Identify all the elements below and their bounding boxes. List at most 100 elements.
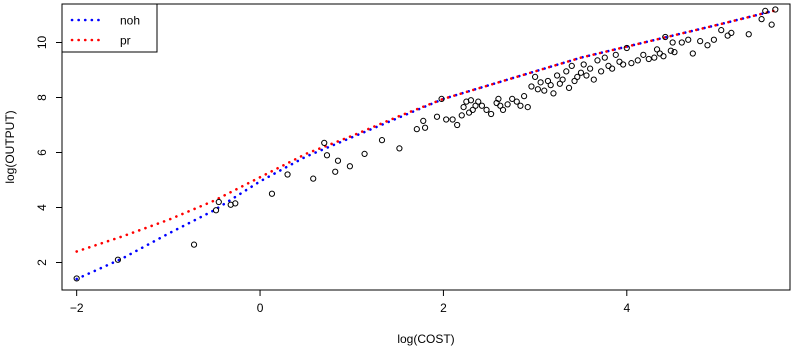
data-point	[332, 168, 339, 175]
y-tick-label: 10	[35, 36, 49, 50]
data-point	[521, 93, 528, 100]
data-point	[497, 102, 504, 109]
data-point	[605, 62, 612, 69]
data-point	[612, 51, 619, 58]
data-point	[571, 77, 578, 85]
series-line-noh	[75, 9, 775, 281]
data-point	[232, 200, 239, 207]
legend-label-pr: pr	[120, 34, 131, 48]
data-point	[310, 175, 317, 182]
data-point	[361, 150, 368, 157]
data-point	[420, 117, 427, 124]
x-tick-label: 2	[440, 301, 447, 315]
data-point	[469, 106, 476, 113]
data-point	[628, 60, 635, 67]
data-point	[594, 57, 601, 64]
data-point	[421, 124, 429, 131]
data-point	[513, 98, 520, 105]
data-point	[768, 21, 775, 28]
data-point	[499, 106, 507, 113]
y-tick-label: 2	[35, 259, 49, 266]
data-point	[467, 97, 475, 104]
data-point	[758, 16, 765, 23]
x-tick-label: 0	[257, 301, 264, 315]
data-point	[478, 102, 486, 109]
data-point	[534, 86, 541, 93]
data-point	[541, 87, 548, 94]
data-point	[559, 76, 566, 83]
y-axis-label: log(OUTPUT)	[3, 110, 17, 183]
y-tick-label: 8	[35, 94, 49, 101]
data-point	[433, 113, 441, 120]
data-point	[656, 50, 663, 57]
plot-frame	[61, 3, 791, 291]
data-point	[488, 110, 495, 118]
series-line-pr	[75, 9, 775, 253]
data-point	[563, 68, 570, 75]
data-point	[212, 207, 220, 214]
data-point	[634, 57, 641, 64]
data-point	[577, 69, 585, 76]
data-point	[472, 102, 479, 109]
data-point	[697, 38, 704, 45]
data-point	[745, 31, 752, 38]
legend-box	[61, 3, 158, 53]
data-point	[772, 6, 779, 13]
data-point	[190, 241, 198, 248]
data-point	[284, 171, 291, 178]
data-point	[669, 39, 676, 46]
data-point	[718, 27, 725, 34]
data-point	[413, 126, 420, 133]
data-point	[509, 95, 516, 102]
data-point	[532, 73, 539, 80]
y-tick-label: 4	[35, 204, 49, 211]
axes-layer: −2 0 2 4 2 4 6 8 10	[35, 36, 630, 315]
data-point	[483, 106, 490, 113]
x-axis-label: log(COST)	[397, 332, 454, 346]
data-point	[662, 33, 669, 41]
data-point	[438, 95, 445, 102]
data-point	[460, 104, 467, 111]
data-point	[653, 46, 661, 53]
data-point	[517, 102, 524, 109]
data-point	[537, 79, 544, 86]
data-point	[550, 90, 557, 97]
y-tick-label: 6	[35, 149, 49, 156]
data-point	[114, 256, 122, 263]
data-point	[689, 50, 696, 57]
data-point	[528, 83, 535, 90]
data-point	[547, 82, 554, 89]
data-point	[640, 51, 647, 58]
data-point	[601, 54, 608, 61]
data-point	[704, 42, 711, 49]
data-point	[495, 95, 502, 102]
data-point	[685, 36, 692, 43]
data-point	[443, 116, 450, 123]
data-point	[215, 198, 222, 206]
data-point	[762, 7, 769, 14]
data-point	[449, 116, 456, 123]
data-point	[323, 152, 331, 159]
data-point	[544, 77, 552, 85]
data-point	[73, 275, 80, 282]
data-point	[590, 76, 597, 83]
data-point	[378, 137, 386, 144]
legend: noh pr	[61, 3, 158, 53]
data-point	[587, 65, 594, 72]
data-point	[620, 61, 627, 68]
data-point	[475, 98, 482, 105]
data-point	[623, 44, 630, 52]
x-tick-label: 4	[623, 301, 630, 315]
data-point	[583, 72, 590, 79]
data-point	[609, 65, 616, 72]
data-point	[504, 101, 511, 108]
data-point	[568, 62, 575, 69]
data-point	[598, 68, 605, 75]
data-point	[645, 55, 652, 63]
data-point	[724, 32, 731, 39]
data-point	[346, 163, 353, 170]
data-point	[660, 53, 667, 60]
data-point	[678, 39, 685, 46]
data-point	[651, 54, 658, 61]
